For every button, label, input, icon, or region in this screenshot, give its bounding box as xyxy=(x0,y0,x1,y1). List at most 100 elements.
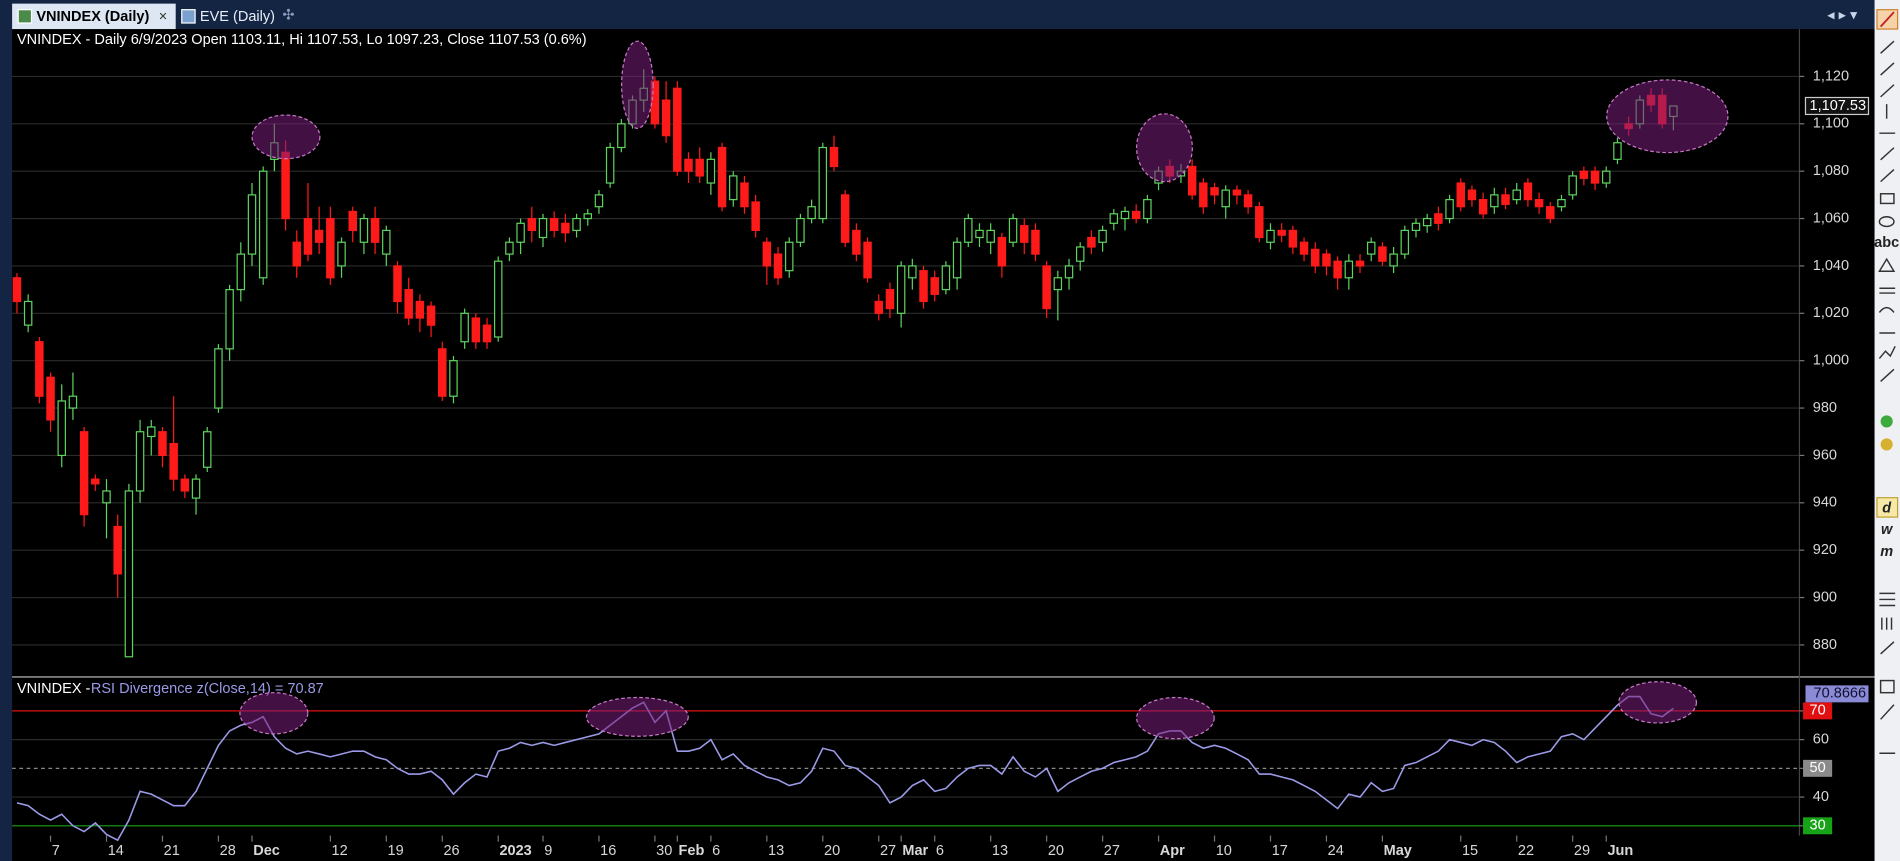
candle-body xyxy=(1534,199,1544,208)
x-tick-label: 15 xyxy=(1462,843,1478,859)
candle-body xyxy=(471,317,481,343)
candle-body xyxy=(449,360,458,397)
candle-body xyxy=(191,478,201,499)
candle-body xyxy=(807,206,816,220)
candle-body xyxy=(113,525,122,575)
y-tick-label: 30 xyxy=(1810,818,1826,834)
candle-body xyxy=(1243,194,1253,208)
candle-body xyxy=(516,222,525,243)
tool-text[interactable]: m xyxy=(1880,544,1893,560)
candle-body xyxy=(1501,194,1510,205)
x-tick-label: 24 xyxy=(1328,843,1344,859)
tab-active[interactable] xyxy=(12,3,176,30)
tool-text[interactable]: w xyxy=(1881,522,1894,538)
tool-button[interactable] xyxy=(1876,497,1899,518)
candle-body xyxy=(35,341,44,397)
candle-body xyxy=(1288,229,1298,248)
x-tick-label: 9 xyxy=(544,843,552,859)
tab-label[interactable]: EVE (Daily) xyxy=(200,9,275,25)
tool-icons xyxy=(1878,40,1896,754)
tab-close[interactable]: × xyxy=(159,9,167,25)
candle-body xyxy=(1602,170,1611,184)
candle-body xyxy=(124,490,134,658)
level-label-box xyxy=(1803,759,1833,777)
candle-body xyxy=(247,194,257,255)
candle-body xyxy=(258,170,268,279)
candle-body xyxy=(617,123,626,149)
chart-title: VNINDEX - Daily 6/9/2023 Open 1103.11, H… xyxy=(17,32,587,48)
candle-body xyxy=(572,217,581,232)
y-tick-label: 40 xyxy=(1813,789,1829,805)
last-value-box xyxy=(1804,96,1870,116)
candle-body xyxy=(952,241,962,279)
tool-text[interactable]: d xyxy=(1882,500,1892,516)
candle-body xyxy=(1422,217,1432,227)
x-tick-label: Jun xyxy=(1607,843,1633,859)
candle-body xyxy=(1143,199,1152,220)
candle-body xyxy=(68,395,78,409)
tab-bar: VNINDEX (Daily) × EVE (Daily) ✣ ◂ ▸ ▾ xyxy=(12,3,1858,30)
x-tick-label: 13 xyxy=(768,843,784,859)
x-tick-label: 17 xyxy=(1272,843,1288,859)
candle-body xyxy=(415,300,425,319)
candle-body xyxy=(1467,189,1477,201)
annotation-ellipse xyxy=(251,114,321,160)
candle-body xyxy=(359,217,369,243)
candle-body xyxy=(460,312,469,343)
candle-body xyxy=(919,270,928,303)
x-tick-label: 6 xyxy=(936,843,944,859)
candle-body xyxy=(874,300,884,314)
x-tick-label: 29 xyxy=(1574,843,1590,859)
level-label-box xyxy=(1803,817,1833,835)
candle-body xyxy=(57,400,66,457)
candle-body xyxy=(1434,213,1443,224)
candle-body xyxy=(326,217,335,279)
candle-body xyxy=(527,217,537,232)
candle-body xyxy=(1232,189,1242,196)
candle-body xyxy=(337,241,346,267)
candle-body xyxy=(1020,225,1029,243)
candle-body xyxy=(102,490,111,504)
x-tick-label: Mar xyxy=(902,843,928,859)
annotation-ellipse xyxy=(1618,681,1698,724)
candle-body xyxy=(1613,142,1622,160)
candle-body xyxy=(1087,236,1096,248)
y-tick-label: 880 xyxy=(1813,637,1837,653)
candle-body xyxy=(1355,260,1365,267)
tool-icon[interactable] xyxy=(1880,438,1893,451)
tab-add[interactable]: ✣ xyxy=(282,8,294,24)
candle-body xyxy=(583,213,593,220)
annotation-ellipse xyxy=(1606,79,1729,154)
candle-body xyxy=(482,324,492,343)
toolbar: abc d w m xyxy=(1874,0,1900,861)
tool-icon[interactable] xyxy=(1880,415,1893,428)
candle-body xyxy=(695,158,704,177)
last-value-label: 1,107.53 xyxy=(1810,98,1867,114)
candle-body xyxy=(1311,248,1320,267)
candle-body xyxy=(23,300,33,326)
candle-body xyxy=(1400,229,1410,255)
y-tick-label: 1,120 xyxy=(1813,68,1849,84)
candle-body xyxy=(1031,229,1040,255)
candle-body xyxy=(1322,253,1331,267)
x-tick-label: 13 xyxy=(992,843,1008,859)
x-tick-label: 2023 xyxy=(499,843,531,859)
annotation-ellipse xyxy=(585,696,689,737)
x-tick-label: 20 xyxy=(824,843,840,859)
candle-body xyxy=(1568,175,1577,196)
tab-label[interactable]: VNINDEX (Daily) xyxy=(36,9,149,25)
tool-icon xyxy=(1879,11,1895,28)
x-tick-label: Dec xyxy=(253,843,280,859)
x-tick-label: 10 xyxy=(1216,843,1232,859)
candle-body xyxy=(314,229,324,243)
candle-body xyxy=(1120,210,1130,220)
tab-nav[interactable]: ◂ ▸ ▾ xyxy=(1827,8,1858,24)
candle-body xyxy=(930,277,939,295)
x-tick-label: 30 xyxy=(656,843,672,859)
annotation-ellipse xyxy=(239,692,309,735)
y-tick-label: 960 xyxy=(1813,447,1837,463)
candle-body xyxy=(975,229,984,239)
x-tick-label: 19 xyxy=(388,843,404,859)
tool-text[interactable]: abc xyxy=(1874,235,1899,251)
candle-body xyxy=(1266,229,1275,243)
